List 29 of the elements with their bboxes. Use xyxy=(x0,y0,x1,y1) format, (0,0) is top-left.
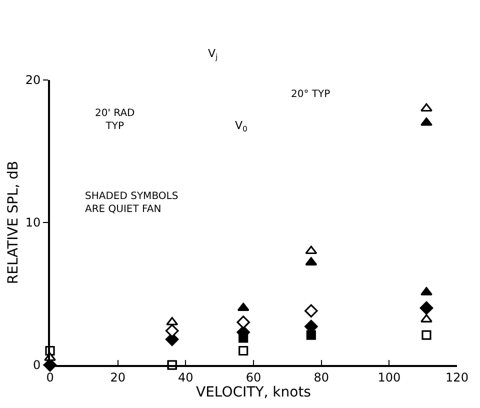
y-tick-label: 0 xyxy=(32,358,41,372)
point xyxy=(420,301,434,315)
x-tick-label: 20 xyxy=(110,370,126,384)
x-tick-label: 100 xyxy=(378,370,401,384)
point xyxy=(305,246,318,254)
point xyxy=(304,304,318,318)
x-tick-label: 60 xyxy=(246,370,262,384)
annotation: 20° TYP xyxy=(291,89,330,100)
x-axis-title: VELOCITY, knots xyxy=(196,384,311,400)
point xyxy=(237,302,250,312)
point xyxy=(236,316,250,329)
x-tick-label: 80 xyxy=(314,370,329,384)
x-tick-label: 0 xyxy=(46,370,54,384)
point xyxy=(165,324,179,338)
y-tick-label: 10 xyxy=(25,216,41,230)
point xyxy=(238,346,248,356)
x-tick-label: 120 xyxy=(446,370,468,384)
y-axis-title: RELATIVE SPL, dB xyxy=(5,160,22,284)
annotation: SHADED SYMBOLS ARE QUIET FAN xyxy=(85,191,178,215)
y-tick-label: 20 xyxy=(25,73,41,88)
x-tick-label: 40 xyxy=(178,370,194,384)
point xyxy=(420,103,432,112)
point xyxy=(422,330,432,340)
point xyxy=(306,330,316,340)
point xyxy=(166,316,178,326)
annotation: V$_{0}$ xyxy=(235,119,248,134)
text: V$_{j}$ xyxy=(208,47,218,62)
point xyxy=(420,117,432,126)
annotation: 20' RAD TYP xyxy=(95,108,136,132)
